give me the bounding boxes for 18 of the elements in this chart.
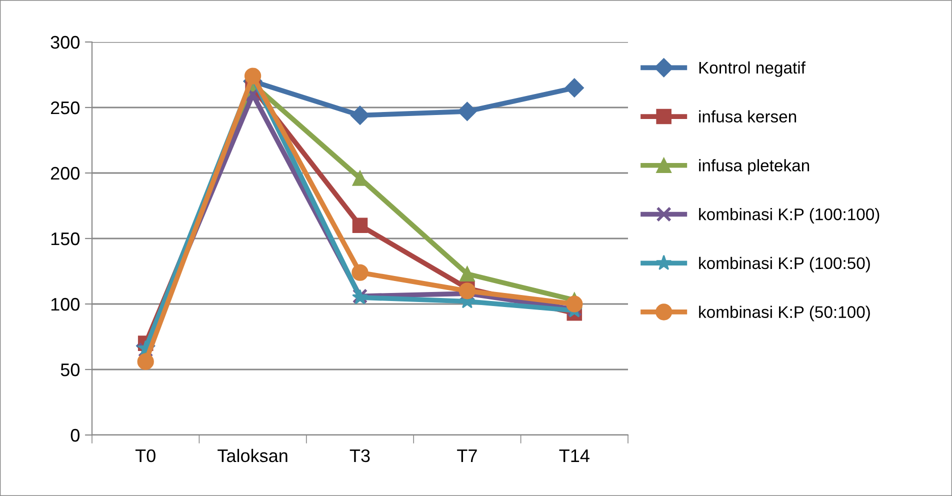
x-tick-label: T0 (135, 449, 156, 462)
y-tick-label: 0 (70, 428, 80, 442)
y-tick-label: 150 (51, 232, 80, 246)
x-tick-label: T7 (457, 450, 477, 462)
legend-label: Kontrol negatif (699, 61, 806, 77)
legend-label: infusa pletekan (699, 159, 810, 175)
legend-label: kombinasi K:P (100:50) (699, 256, 870, 272)
y-tick-label: 250 (50, 101, 80, 114)
legend-label: kombinasi K:P (100:100) (699, 208, 880, 224)
y-tick-label: 50 (60, 363, 80, 376)
y-tick-label: 200 (50, 166, 80, 180)
x-tick-label: T3 (350, 449, 370, 462)
x-tick-label: T14 (559, 450, 590, 462)
y-tick-label: 300 (50, 36, 80, 49)
y-tick-label: 100 (51, 298, 80, 311)
legend-label: kombinasi K:P (50:100) (699, 306, 870, 322)
legend-label: infusa kersen (699, 110, 796, 123)
x-tick-label: Taloksan (218, 448, 288, 462)
